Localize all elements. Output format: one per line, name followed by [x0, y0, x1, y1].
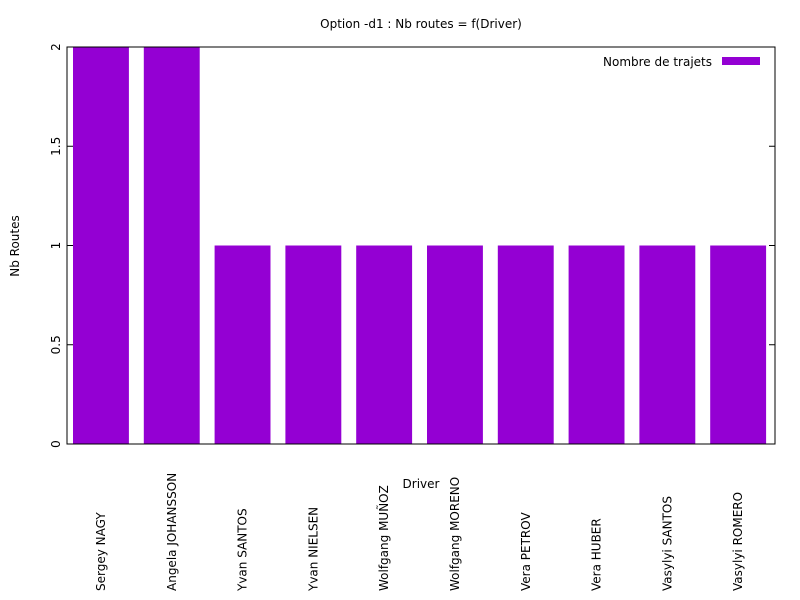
bar — [214, 245, 271, 444]
legend: Nombre de trajets — [603, 55, 760, 69]
y-tick-label: 0.5 — [49, 335, 63, 354]
legend-label: Nombre de trajets — [603, 55, 712, 69]
x-tick-label: Sergey NAGY — [94, 512, 108, 591]
x-tick-label: Yvan NIELSEN — [306, 507, 320, 592]
y-tick-label: 0 — [49, 440, 63, 448]
chart-title: Option -d1 : Nb routes = f(Driver) — [320, 17, 522, 31]
x-tick-label: Angela JOHANSSON — [165, 473, 179, 591]
bar — [639, 245, 696, 444]
x-tick-label: Vasylyi SANTOS — [660, 496, 674, 591]
y-tick-label: 1 — [49, 242, 63, 250]
bar — [568, 245, 625, 444]
bar — [427, 245, 483, 444]
bar — [497, 245, 554, 444]
bar — [143, 47, 200, 444]
y-tick-label: 1.5 — [49, 137, 63, 156]
bar — [285, 245, 342, 444]
x-tick-label: Vasylyi ROMERO — [731, 492, 745, 591]
bar — [356, 245, 413, 444]
y-axis-label: Nb Routes — [8, 215, 22, 277]
x-tick-label: Yvan SANTOS — [236, 508, 250, 592]
x-tick-labels-group: Sergey NAGY Angela JOHANSSON Yvan SANTOS Yv… — [94, 473, 745, 592]
legend-swatch — [722, 57, 760, 65]
y-tick-label: 2 — [49, 43, 63, 51]
plot-frame — [66, 46, 776, 445]
bars-group — [73, 47, 767, 444]
x-tick-label: Wolfgang MUÑOZ — [376, 485, 391, 591]
bar — [73, 47, 129, 444]
x-tick-label: Vera HUBER — [590, 518, 604, 591]
x-tick-label: Wolfgang MORENO — [448, 477, 462, 591]
x-tick-label: Vera PETROV — [519, 512, 533, 591]
x-axis-label: Driver — [403, 477, 440, 491]
bar — [710, 245, 767, 444]
